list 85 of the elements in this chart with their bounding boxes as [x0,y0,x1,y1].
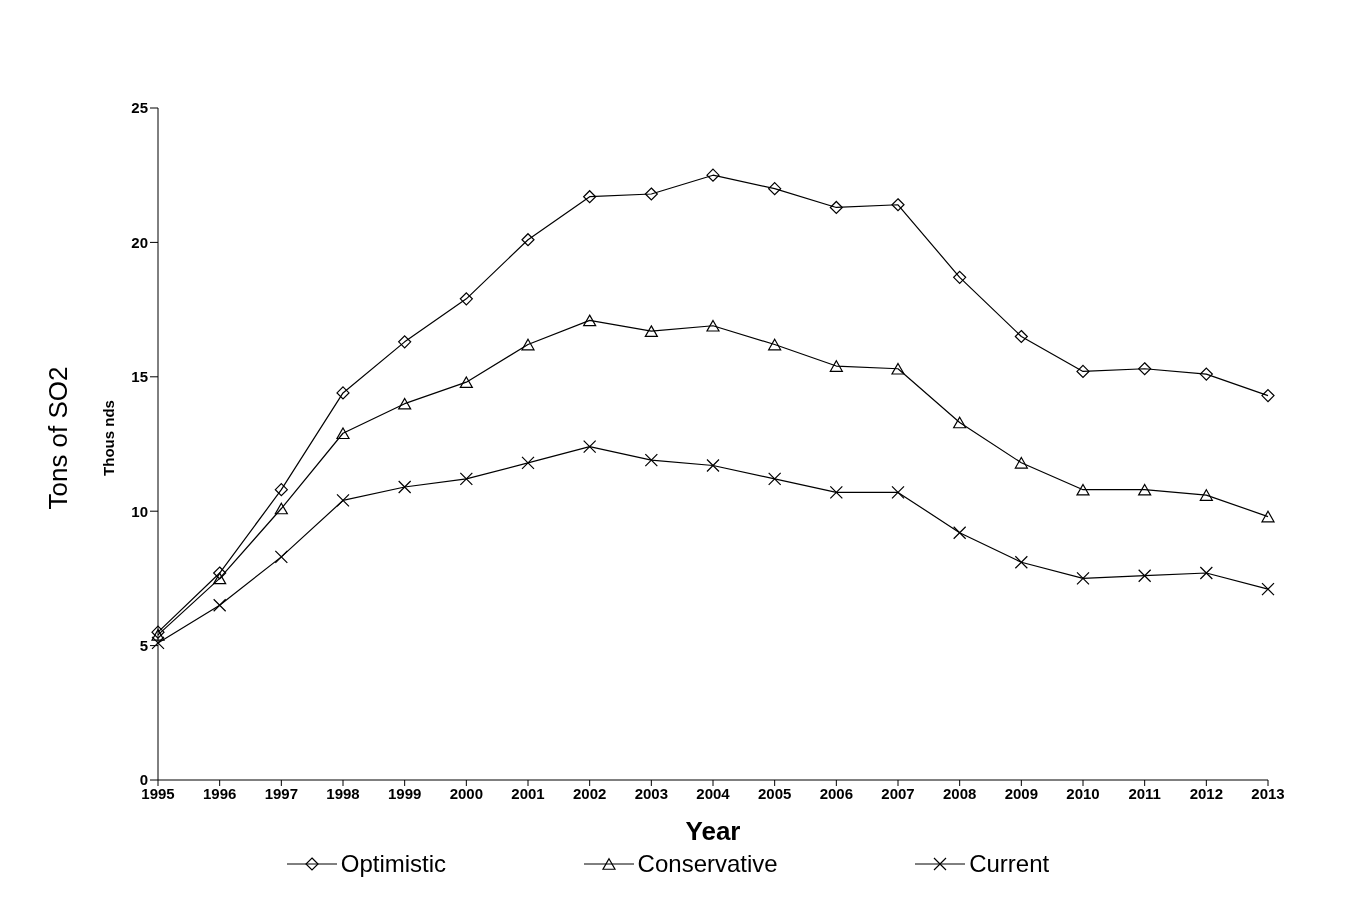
x-tick-label: 2006 [819,784,854,802]
point [1014,456,1028,469]
x-tick-label: 2000 [449,784,484,802]
point [1076,483,1090,496]
point [1138,362,1152,376]
point [583,440,597,454]
point [274,483,288,497]
point [1076,571,1090,585]
legend-label: Optimistic [340,850,447,878]
point [1199,489,1213,501]
point [398,397,412,410]
point [1138,569,1152,583]
y-tick-label: 20 [131,233,148,251]
point [459,292,473,306]
legend-label: Conservative [637,850,778,878]
x-tick-label: 1998 [326,784,360,802]
x-tick-label: 2008 [942,784,977,802]
point [706,319,720,332]
point [398,480,412,494]
x-axis-title: Year [685,816,741,846]
point [1076,364,1090,379]
x-tick-label: 2011 [1128,784,1161,802]
point [829,200,843,215]
point [151,625,165,639]
legend-label: Current [969,850,1050,878]
x-tick-label: 1997 [264,784,299,802]
x-tick-label: 2005 [757,784,792,802]
x-tick-label: 2007 [881,784,915,802]
x-tick-label: 2003 [634,784,669,802]
point [274,550,288,564]
x-tick-label: 2002 [572,784,607,802]
point [336,386,350,400]
x-tick-label: 2009 [1004,784,1039,802]
point [336,493,350,508]
point [521,233,535,247]
point [953,416,967,429]
point [213,566,227,580]
point [1199,566,1213,580]
point [768,338,782,351]
point [829,485,843,499]
point [829,360,843,372]
point [336,427,350,440]
point [521,338,535,351]
point [583,190,597,204]
y-tick-label: 10 [131,502,148,520]
point [953,270,967,284]
y-tick-label: 5 [139,636,148,654]
point [151,629,165,641]
y-axis-title: Tons of SO2 [42,366,74,510]
y-tick-label: 25 [131,99,148,117]
point [953,526,967,540]
point [644,187,658,201]
point [1014,555,1028,569]
point [583,314,597,327]
point [768,182,782,196]
point [1138,483,1152,496]
point [213,598,227,612]
point [1199,367,1213,381]
point [1261,389,1275,403]
point [1014,329,1028,344]
point [891,485,905,499]
x-tick-label: 1996 [202,784,237,802]
x-tick-label: 2004 [696,784,731,802]
x-tick-label: 2012 [1189,784,1224,802]
point [706,458,720,473]
point [768,472,782,486]
point [213,572,227,585]
point [1261,582,1275,596]
point [459,472,473,486]
point [398,335,412,349]
point [521,456,535,470]
point [644,453,658,467]
point [891,362,905,375]
point [706,168,720,182]
text: Thous nds [99,400,117,476]
x-tick-label: 2013 [1251,784,1285,802]
y-tick-label: 15 [131,368,148,386]
point [274,502,288,515]
x-tick-label: 2010 [1066,784,1100,802]
point [644,325,658,337]
point [1261,510,1275,523]
point [459,376,473,389]
x-tick-label: 2001 [511,784,545,802]
x-tick-label: 1999 [387,784,422,802]
point [891,198,905,212]
